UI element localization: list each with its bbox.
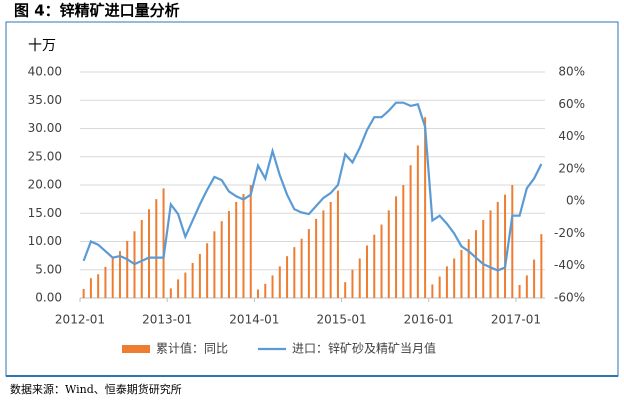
bar (104, 266, 107, 298)
bar (271, 275, 274, 298)
bar (460, 249, 463, 298)
x-tick-label: 2015-01 (316, 313, 366, 327)
chart-title: 图 4：锌精矿进口量分析 (14, 2, 180, 20)
bar (169, 288, 172, 298)
bar (474, 230, 477, 298)
bar (82, 288, 85, 298)
bar (365, 245, 368, 298)
bar (89, 278, 92, 298)
bar (467, 239, 470, 298)
y-tick-label: 35.00 (28, 93, 62, 107)
y-tick-label: 10.00 (28, 234, 62, 248)
line (82, 101, 543, 272)
bar (300, 238, 303, 298)
y-tick-label: 40.00 (28, 65, 62, 79)
y2-tick-label: -40% (554, 258, 585, 272)
y2-tick-label: 20% (558, 161, 585, 175)
bar (155, 199, 158, 298)
bar (395, 196, 398, 298)
bar (489, 210, 492, 298)
bar (242, 194, 245, 298)
bar (293, 247, 296, 298)
bar (533, 259, 536, 298)
bar (409, 165, 412, 298)
bar (140, 220, 143, 298)
y2-tick-label: 0% (566, 194, 585, 208)
legend-label: 累计值：同比 (156, 341, 228, 356)
bar (257, 289, 260, 298)
bar (424, 117, 427, 298)
bar (525, 275, 528, 298)
y-tick-label: 20.00 (28, 178, 62, 192)
bar (453, 258, 456, 298)
bar (191, 262, 194, 298)
bar (336, 190, 339, 298)
bar (162, 188, 165, 298)
bar (198, 253, 201, 298)
bar (220, 221, 223, 298)
y-tick-label: 15.00 (28, 206, 62, 220)
bar (322, 210, 325, 298)
bar (380, 224, 383, 298)
bar (148, 209, 151, 298)
bar (126, 240, 129, 298)
x-tick-label: 2017-01 (491, 313, 541, 327)
bar (402, 185, 405, 298)
bar (177, 279, 180, 298)
y2-tick-label: 60% (558, 97, 585, 111)
bar (329, 201, 332, 298)
bar (111, 258, 114, 298)
bar (118, 251, 121, 298)
bar (438, 276, 441, 298)
x-tick-label: 2014-01 (229, 313, 279, 327)
bar (504, 194, 507, 298)
bar (358, 258, 361, 298)
y-tick-label: 5.00 (35, 262, 62, 276)
bar (540, 234, 543, 298)
bar (286, 256, 289, 298)
x-tick-label: 2013-01 (142, 313, 192, 327)
y2-tick-label: 40% (558, 129, 585, 143)
y2-tick-label: 80% (558, 65, 585, 79)
bar (307, 229, 310, 298)
bar (227, 210, 230, 298)
bar (97, 274, 100, 298)
y-tick-label: 25.00 (28, 149, 62, 163)
bar (482, 220, 485, 298)
source: 数据来源：Wind、恒泰期货研究所 (10, 382, 182, 396)
y2-tick-label: -20% (554, 226, 585, 240)
y-tick-label: 0.00 (35, 291, 62, 305)
bar (445, 266, 448, 298)
legend-swatch (122, 345, 150, 353)
bar (235, 201, 238, 298)
y-tick-label: 30.00 (28, 121, 62, 135)
x-tick-label: 2016-01 (404, 313, 454, 327)
x-tick-label: 2012-01 (55, 313, 105, 327)
bar (315, 218, 318, 298)
y-axis-label: 十万 (28, 38, 56, 54)
bar (213, 231, 216, 298)
bar (264, 283, 267, 298)
bar (278, 266, 281, 298)
bar (518, 285, 521, 298)
bar (431, 284, 434, 298)
bar (184, 272, 187, 298)
legend-label: 进口：锌矿砂及精矿当月值 (292, 341, 436, 356)
bar (206, 243, 209, 298)
bar (496, 201, 499, 298)
bar (249, 185, 252, 298)
bar (416, 145, 419, 298)
y2-tick-label: -60% (554, 291, 585, 305)
bar (344, 282, 347, 298)
bar (351, 269, 354, 298)
bar (511, 185, 514, 298)
bar (373, 234, 376, 298)
bar (387, 210, 390, 298)
